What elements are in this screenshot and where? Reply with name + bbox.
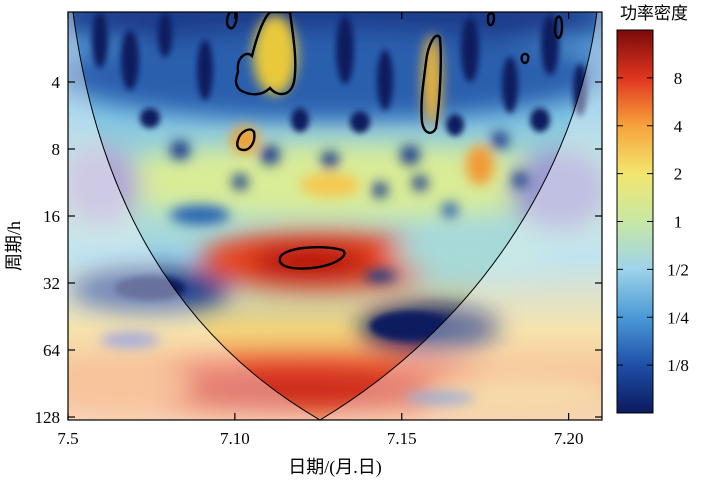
colorbar-tick-label: 1/8 bbox=[667, 356, 689, 375]
colorbar-tick-label: 1/4 bbox=[667, 308, 689, 327]
colorbar-tick-label: 1 bbox=[674, 213, 683, 232]
x-axis-label: 日期/(月.日) bbox=[288, 457, 382, 478]
significance-contours bbox=[225, 12, 564, 270]
colorbar-ticks: 8 4 2 1 1/2 1/4 1/8 bbox=[617, 69, 689, 375]
colorbar-tick-label: 1/2 bbox=[667, 260, 689, 279]
x-tick-label: 7.5 bbox=[57, 429, 78, 448]
y-tick-label: 8 bbox=[52, 140, 61, 159]
x-tick-label: 7.20 bbox=[554, 429, 584, 448]
y-tick-label: 32 bbox=[43, 274, 60, 293]
x-tick-label: 7.10 bbox=[220, 429, 250, 448]
y-tick-label: 64 bbox=[43, 341, 61, 360]
colorbar-tick-label: 2 bbox=[674, 165, 683, 184]
y-tick-label: 4 bbox=[52, 73, 61, 92]
y-tick-label: 128 bbox=[35, 408, 61, 427]
contour-small-3 bbox=[553, 15, 564, 39]
x-axis: 7.5 7.10 7.15 7.20 bbox=[57, 12, 584, 448]
colorbar-tick-label: 4 bbox=[674, 117, 683, 136]
y-axis: 4 8 16 32 64 128 bbox=[35, 73, 602, 427]
contour-small-4 bbox=[520, 52, 530, 65]
colorbar: 功率密度 8 4 2 1 1/2 1/4 1/8 bbox=[616, 4, 689, 414]
colorbar-tick-label: 8 bbox=[674, 69, 683, 88]
contour-small-1 bbox=[225, 12, 238, 30]
contour-4h-a bbox=[234, 12, 297, 96]
contour-8h bbox=[236, 128, 256, 152]
contour-small-2 bbox=[486, 12, 496, 27]
x-tick-label: 7.15 bbox=[387, 429, 417, 448]
contour-4h-b bbox=[420, 34, 442, 134]
cone-of-influence bbox=[68, 12, 602, 420]
y-tick-label: 16 bbox=[43, 207, 60, 226]
contour-peak-24h bbox=[278, 245, 346, 270]
colorbar-title: 功率密度 bbox=[620, 4, 688, 23]
wavelet-heatmap bbox=[68, 12, 602, 420]
y-axis-label: 周期/h bbox=[4, 221, 24, 271]
